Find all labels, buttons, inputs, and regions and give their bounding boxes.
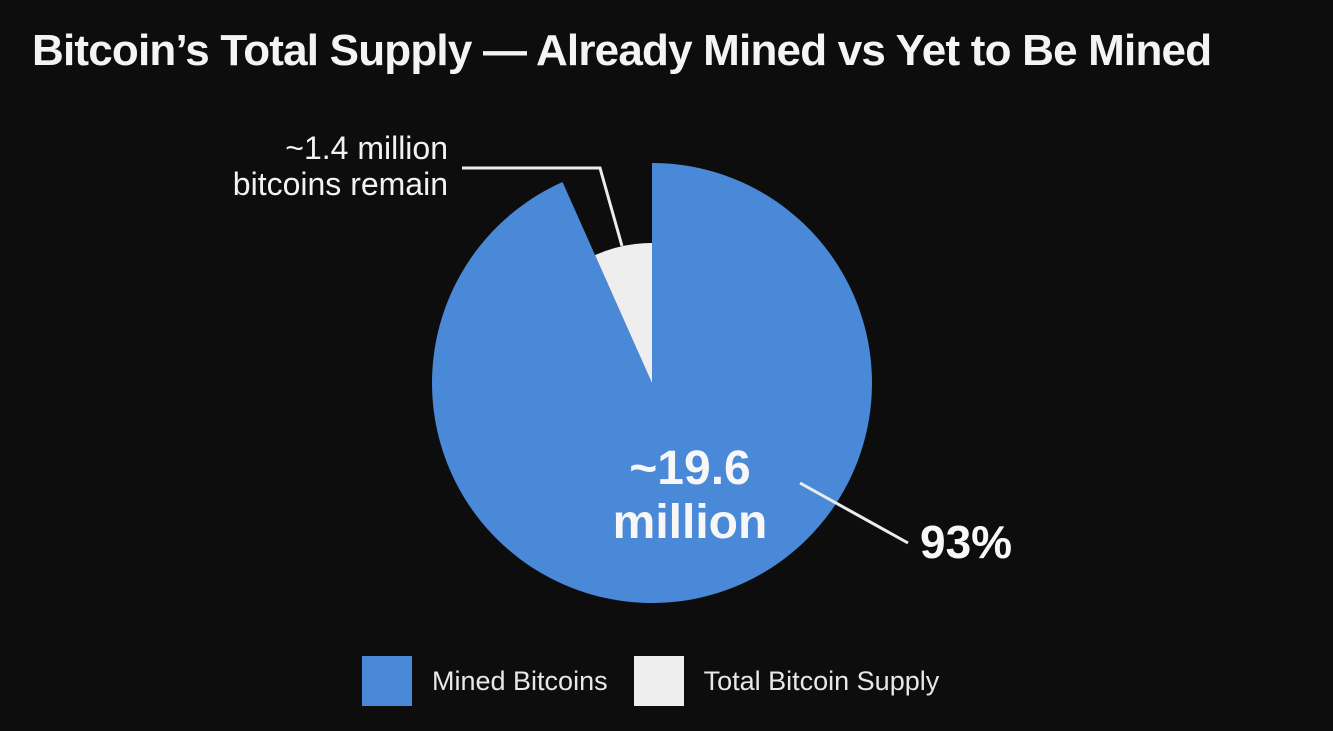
percent-leader-line <box>799 481 909 545</box>
mined-value-label: ~19.6 million <box>530 442 850 550</box>
mined-value-line1: ~19.6 <box>629 442 751 495</box>
legend: Mined Bitcoins Total Bitcoin Supply <box>362 656 965 706</box>
legend-swatch-mined <box>362 656 412 706</box>
legend-item-mined: Mined Bitcoins <box>362 656 608 706</box>
remaining-annotation-line2: bitcoins remain <box>232 166 448 202</box>
legend-swatch-total-supply <box>633 656 684 706</box>
legend-label-mined: Mined Bitcoins <box>432 665 608 696</box>
mined-value-line2: million <box>612 496 768 549</box>
legend-label-total-supply: Total Bitcoin Supply <box>703 665 940 696</box>
pie-slice-mined <box>431 163 872 603</box>
remaining-annotation: ~1.4 million bitcoins remain <box>233 130 448 202</box>
remaining-leader-line <box>462 166 624 247</box>
mined-percent-label: 93% <box>920 516 1013 568</box>
legend-item-total-supply: Total Bitcoin Supply <box>633 656 940 706</box>
remaining-annotation-line1: ~1.4 million <box>285 130 448 166</box>
chart-title: Bitcoin’s Total Supply — Already Mined v… <box>32 26 1212 75</box>
pie-slice-remaining <box>595 243 652 383</box>
